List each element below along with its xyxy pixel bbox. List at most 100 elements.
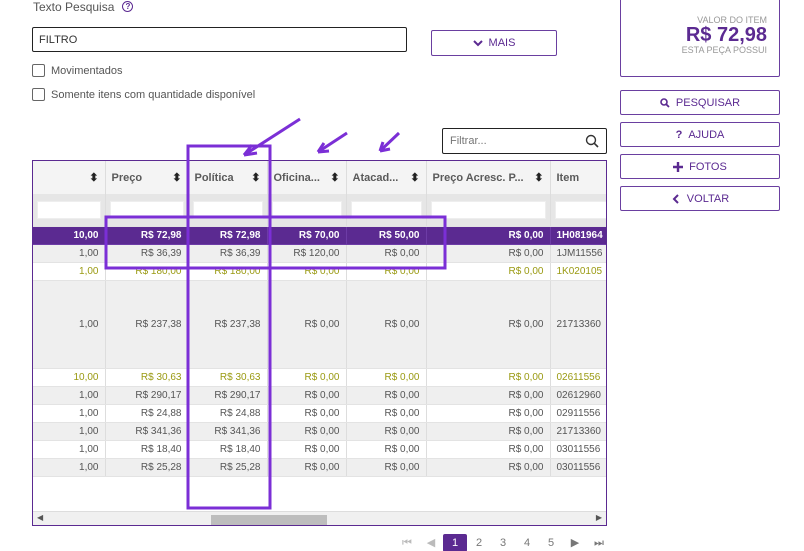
cell-preco: R$ 180,00 [105, 262, 189, 281]
column-filter[interactable] [33, 194, 106, 227]
table-row[interactable]: 1,00 R$ 18,40 R$ 18,40 R$ 0,00 R$ 0,00 R$ 0,0… [33, 440, 606, 459]
scroll-right-icon[interactable]: ▶ [595, 513, 602, 522]
page-button[interactable]: 1 [443, 534, 467, 551]
pagination: ⏮ ◀ 1 2 3 4 5 ▶ ⏭ [395, 534, 611, 551]
scroll-left-icon[interactable]: ◀ [37, 513, 44, 522]
sort-icon[interactable]: ⬍ [172, 171, 182, 184]
column-filter[interactable] [105, 194, 189, 227]
next-page-icon[interactable]: ▶ [570, 537, 580, 549]
col-acresc-header[interactable]: Preço Acresc. P... ⬍ [426, 161, 551, 194]
table-row[interactable]: 1,00 R$ 290,17 R$ 290,17 R$ 0,00 R$ 0,00 R$ 0… [33, 386, 606, 405]
grid-filter[interactable] [442, 128, 607, 154]
sort-icon[interactable]: ⬍ [410, 171, 420, 184]
cell-qty: 1,00 [33, 280, 106, 369]
sort-icon[interactable]: ⬍ [534, 171, 544, 184]
table-row[interactable]: 1,00 R$ 24,88 R$ 24,88 R$ 0,00 R$ 0,00 R$ 0,0… [33, 404, 606, 423]
cell-acresc: R$ 0,00 [426, 280, 551, 369]
table-row[interactable]: 1,00 R$ 180,00 R$ 180,00 R$ 0,00 R$ 0,00 R$ 0… [33, 262, 606, 281]
cell-preco: R$ 18,40 [105, 440, 189, 459]
cell-politica: R$ 180,00 [188, 262, 268, 281]
annotation-arrow [317, 131, 348, 154]
col-atacado-header[interactable]: Atacad... ⬍ [346, 161, 427, 194]
first-page-icon[interactable]: ⏮ [402, 537, 412, 549]
table-row[interactable]: 10,00 R$ 30,63 R$ 30,63 R$ 0,00 R$ 0,00 R$ 0,… [33, 368, 606, 387]
cell-atacado: R$ 0,00 [346, 368, 427, 387]
prev-page-icon[interactable]: ◀ [426, 537, 436, 549]
cell-item: 03011556 [550, 458, 606, 477]
sort-icon[interactable]: ⬍ [89, 171, 99, 184]
table-row[interactable]: 1,00 R$ 25,28 R$ 25,28 R$ 0,00 R$ 0,00 R$ 0,0… [33, 458, 606, 477]
column-filter[interactable] [346, 194, 427, 227]
somente-label: Somente itens com quantidade disponível [51, 88, 256, 101]
cell-atacado: R$ 0,00 [346, 262, 427, 281]
voltar-label: VOLTAR [686, 192, 730, 205]
col-politica-header[interactable]: Política ⬍ [188, 161, 268, 194]
movimentados-label: Movimentados [51, 64, 123, 77]
page-button[interactable]: 3 [499, 537, 507, 549]
cell-acresc: R$ 0,00 [426, 262, 551, 281]
cell-oficina: R$ 0,00 [267, 404, 347, 423]
cell-preco: R$ 290,17 [105, 386, 189, 405]
sort-icon[interactable]: ⬍ [251, 171, 261, 184]
sort-icon[interactable]: ⬍ [330, 171, 340, 184]
somente-checkbox[interactable] [32, 88, 45, 101]
last-page-icon[interactable]: ⏭ [594, 537, 604, 549]
cell-item: 1JM11556 [550, 244, 606, 263]
scrollbar-thumb[interactable] [211, 515, 327, 525]
table-row[interactable]: 1,00 R$ 237,38 R$ 237,38 R$ 0,00 R$ 0,00 R$ 0… [33, 280, 606, 369]
page-button[interactable]: 2 [475, 537, 483, 549]
movimentados-checkbox[interactable] [32, 64, 45, 77]
somente-check[interactable]: Somente itens com quantidade disponível [32, 88, 255, 101]
horizontal-scrollbar[interactable]: ◀ ▶ [33, 511, 606, 525]
mais-button[interactable]: MAIS [431, 30, 557, 56]
table-row[interactable]: 10,00 R$ 72,98 R$ 72,98 R$ 70,00 R$ 50,00 R$ … [33, 226, 606, 245]
cell-preco: R$ 72,98 [105, 226, 189, 245]
cell-politica: R$ 24,88 [188, 404, 268, 423]
value-caption-bottom: ESTA PEÇA POSSUI [681, 45, 767, 55]
ajuda-button[interactable]: ? AJUDA [620, 122, 780, 147]
fotos-button[interactable]: FOTOS [620, 154, 780, 179]
cell-atacado: R$ 0,00 [346, 458, 427, 477]
cell-politica: R$ 72,98 [188, 226, 268, 245]
col-label: Oficina... [273, 171, 320, 184]
col-preco-header[interactable]: Preço ⬍ [105, 161, 189, 194]
column-filter[interactable] [267, 194, 347, 227]
pesquisar-label: PESQUISAR [675, 96, 741, 109]
col-item-header[interactable]: Item [550, 161, 606, 194]
col-oficina-header[interactable]: Oficina... ⬍ [267, 161, 347, 194]
cell-preco: R$ 24,88 [105, 404, 189, 423]
voltar-button[interactable]: VOLTAR [620, 186, 780, 211]
search-icon [660, 97, 670, 108]
chevron-down-icon [472, 40, 483, 47]
ajuda-label: AJUDA [688, 128, 725, 141]
col-qty-header[interactable]: ⬍ [33, 161, 106, 194]
cell-politica: R$ 237,38 [188, 280, 268, 369]
cell-atacado: R$ 0,00 [346, 386, 427, 405]
column-filter-row [33, 194, 606, 227]
column-filter[interactable] [426, 194, 551, 227]
page-button[interactable]: 5 [547, 537, 555, 549]
search-icon[interactable] [585, 134, 599, 148]
page-button[interactable]: 4 [523, 537, 531, 549]
movimentados-check[interactable]: Movimentados [32, 64, 123, 77]
item-value-box: VALOR DO ITEM R$ 72,98 ESTA PEÇA POSSUI [620, 0, 780, 77]
cell-item: 1H081964 [550, 226, 606, 245]
cell-preco: R$ 341,36 [105, 422, 189, 441]
cell-acresc: R$ 0,00 [426, 440, 551, 459]
cell-acresc: R$ 0,00 [426, 244, 551, 263]
table-row[interactable]: 1,00 R$ 341,36 R$ 341,36 R$ 0,00 R$ 0,00 R$ 0… [33, 422, 606, 441]
cell-qty: 1,00 [33, 262, 106, 281]
cell-acresc: R$ 0,00 [426, 386, 551, 405]
cell-oficina: R$ 0,00 [267, 422, 347, 441]
table-row[interactable]: 1,00 R$ 36,39 R$ 36,39 R$ 120,00 R$ 0,00 R$ 0… [33, 244, 606, 263]
data-grid[interactable]: ⬍ Preço ⬍ Política ⬍ Oficina... ⬍ Atacad...… [32, 160, 607, 526]
annotation-arrows [242, 117, 401, 157]
column-filter[interactable] [550, 194, 606, 227]
column-filter[interactable] [188, 194, 268, 227]
grid-filter-input[interactable] [450, 135, 570, 147]
search-input[interactable] [32, 27, 407, 52]
help-icon[interactable]: ? [122, 1, 134, 12]
plus-icon [673, 161, 684, 172]
pesquisar-button[interactable]: PESQUISAR [620, 90, 780, 115]
col-label: Atacad... [352, 171, 399, 184]
